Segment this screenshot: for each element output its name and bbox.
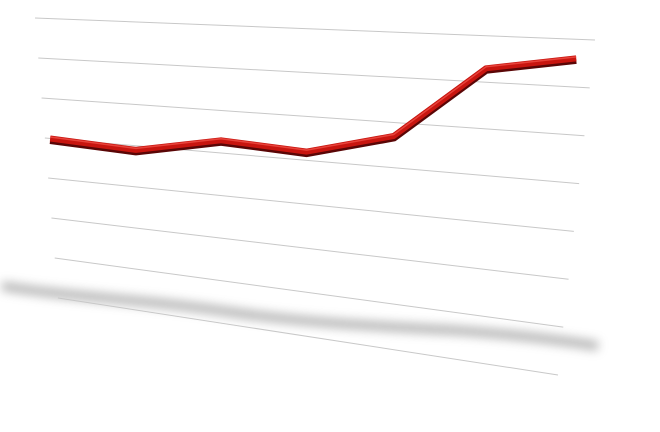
grid-line: [51, 217, 569, 280]
line-edge: [49, 55, 577, 158]
grid-line: [54, 257, 564, 328]
grid-line: [44, 137, 580, 185]
line-shadow: [1, 281, 599, 351]
grid-line: [38, 57, 590, 89]
grid-line: [34, 17, 596, 41]
grid-line: [48, 177, 574, 232]
line: [49, 55, 577, 155]
line-highlight: [50, 56, 577, 151]
grid-line: [41, 97, 585, 137]
grid-line: [57, 297, 559, 376]
